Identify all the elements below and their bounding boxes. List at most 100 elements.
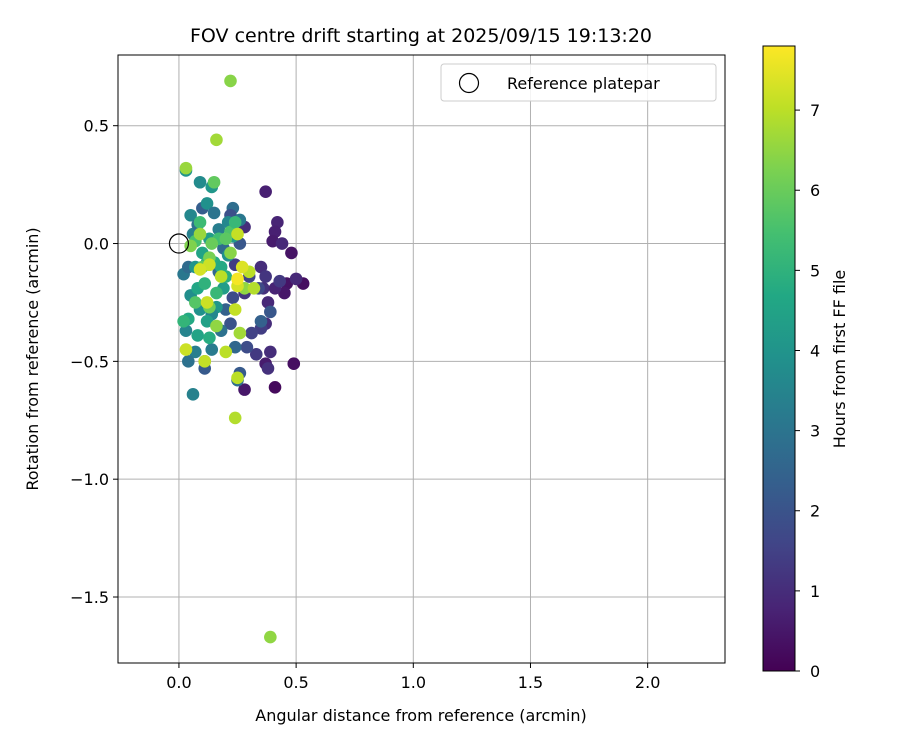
scatter-point	[184, 208, 197, 222]
scatter-point	[231, 227, 244, 241]
scatter-point	[224, 317, 237, 330]
scatter-point	[238, 383, 251, 396]
colorbar-ticks: 0 1 2 3 4 5 6 7	[795, 101, 820, 681]
y-tick-label: −1.5	[70, 588, 109, 607]
scatter-point	[240, 340, 254, 354]
x-tick-label: 1.0	[401, 673, 426, 692]
scatter-point	[233, 326, 247, 340]
scatter-point	[200, 296, 214, 309]
y-axis: 0.5 0.0 −0.5 −1.0 −1.5	[70, 117, 118, 607]
scatter-point	[179, 343, 193, 356]
scatter-point	[228, 216, 242, 229]
scatter-point	[278, 286, 291, 300]
scatter-point	[212, 223, 226, 236]
x-axis: 0.0 0.5 1.0 1.5 2.0	[166, 663, 660, 692]
legend: Reference platepar	[440, 63, 717, 102]
legend-box	[440, 63, 717, 102]
scatter-point	[228, 411, 242, 425]
scatter-point	[210, 133, 223, 147]
scatter-point	[249, 347, 263, 361]
scatter-point	[179, 161, 193, 175]
scatter-point	[184, 239, 197, 253]
y-tick-label: −0.5	[70, 352, 109, 371]
legend-marker-open-circle	[458, 72, 480, 94]
scatter-point	[247, 282, 261, 295]
reference-platepar-marker	[168, 233, 190, 254]
scatter-point	[182, 355, 195, 368]
colorbar-tick-label: 5	[810, 261, 820, 280]
scatter-point	[191, 329, 204, 342]
scatter-point	[210, 319, 223, 333]
scatter-point	[177, 314, 190, 328]
scatter-point	[285, 246, 298, 260]
colorbar-gradient	[762, 45, 796, 672]
scatter-point	[219, 345, 233, 359]
legend-entry-reference-platepar: Reference platepar	[507, 74, 660, 93]
plot-frame	[117, 54, 726, 664]
scatter-point	[228, 340, 242, 354]
colorbar-tick-label: 4	[810, 341, 820, 360]
scatter-point	[259, 185, 272, 198]
scatter-point	[259, 270, 272, 283]
scatter-point	[193, 216, 207, 229]
scatter-point	[219, 232, 233, 246]
scatter-point	[245, 326, 258, 340]
scatter-point	[254, 314, 268, 328]
colorbar-tick-label: 2	[810, 502, 820, 521]
scatter-point	[205, 343, 219, 356]
scatter-point	[198, 277, 212, 290]
x-tick-label: 0.0	[166, 673, 191, 692]
scatter-point	[268, 380, 282, 394]
scatter-point	[275, 237, 289, 250]
y-tick-label: 0.0	[84, 235, 109, 254]
colorbar-tick-label: 0	[810, 662, 820, 681]
x-tick-label: 0.5	[283, 673, 308, 692]
y-tick-label: 0.5	[84, 117, 109, 136]
chart-title: FOV centre drift starting at 2025/09/15 …	[190, 25, 652, 47]
scatter-point	[254, 260, 268, 274]
colorbar-tick-label: 1	[810, 582, 820, 601]
scatter-point	[200, 314, 214, 328]
y-tick-label: −1.0	[70, 470, 109, 489]
scatter-point	[189, 296, 202, 309]
scatter-point	[179, 324, 193, 338]
scatter-point	[210, 286, 223, 300]
scatter-point	[264, 305, 277, 319]
scatter-point	[271, 216, 284, 229]
scatter-point	[224, 246, 237, 260]
scatter-point	[207, 206, 221, 220]
scatter-point	[268, 225, 282, 239]
colorbar-tick-label: 6	[810, 181, 820, 200]
plot-area	[118, 55, 725, 663]
colorbar-tick-label: 7	[810, 101, 820, 120]
scatter-point	[224, 74, 237, 88]
scatter-point	[193, 263, 207, 276]
colorbar-label: Hours from first FF file	[830, 270, 849, 449]
scatter-point	[205, 237, 219, 250]
scatter-point	[235, 260, 249, 274]
scatter-point	[226, 291, 240, 305]
scatter-point	[231, 371, 244, 385]
x-tick-label: 1.5	[518, 673, 543, 692]
x-axis-label: Angular distance from reference (arcmin)	[255, 706, 586, 725]
scatter-point	[231, 272, 244, 286]
scatter-point	[289, 272, 303, 286]
colorbar-tick-label: 3	[810, 422, 820, 441]
scatter-point	[261, 362, 275, 375]
x-tick-label: 2.0	[635, 673, 660, 692]
y-axis-label: Rotation from reference (arcmin)	[23, 227, 42, 490]
scatter-point	[203, 331, 216, 345]
scatter-point	[198, 355, 212, 368]
scatter-point	[200, 197, 214, 210]
scatter-point	[214, 270, 228, 283]
scatter-point	[186, 388, 200, 401]
colorbar: 0 1 2 3 4 5 6 7 Hours from first FF file	[762, 45, 849, 681]
scatter-point	[193, 175, 207, 189]
scatter-point	[264, 630, 277, 644]
scatter-point	[193, 227, 207, 241]
scatter-point	[203, 258, 216, 272]
scatter-point	[287, 357, 301, 371]
scatter-point	[264, 345, 277, 359]
scatter-point	[207, 175, 221, 189]
